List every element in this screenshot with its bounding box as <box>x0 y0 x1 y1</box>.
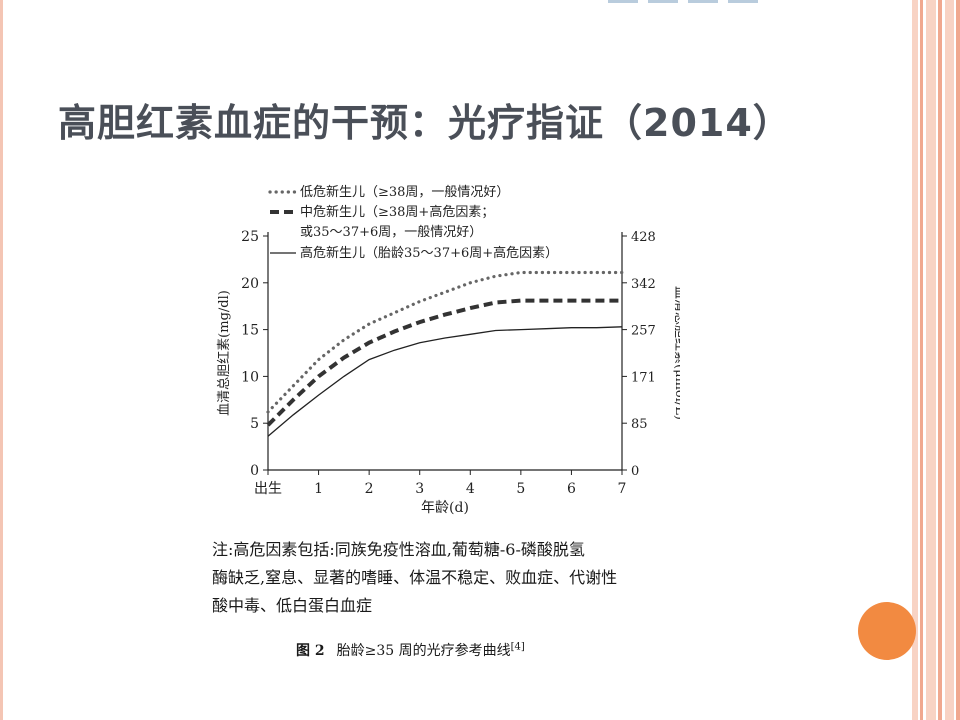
x-tick-label: 2 <box>365 481 374 497</box>
y-axis-label-right: 血清总胆红素(μmol/L) <box>672 286 680 420</box>
figure-number: 图 2 <box>296 643 325 659</box>
series-line-dashed <box>266 298 622 427</box>
accent-circle <box>858 602 916 660</box>
x-tick-label: 4 <box>466 481 475 497</box>
figure-caption-text: 胎龄≥35 周的光疗参考曲线 <box>336 643 511 659</box>
legend-label: 或35～37+6周，一般情况好） <box>300 224 482 240</box>
note-line: 酶缺乏,窒息、显著的嗜睡、体温不稳定、败血症、代谢性 <box>212 568 618 587</box>
left-border-rule <box>0 0 3 720</box>
y-right-tick-label: 85 <box>631 417 648 432</box>
y-right-tick-label: 428 <box>631 230 656 245</box>
legend-label: 中危新生儿（≥38周+高危因素； <box>300 204 494 220</box>
x-tick-label: 6 <box>567 481 576 497</box>
note-line: 注:高危因素包括:同族免疫性溶血,葡萄糖-6-磷酸脱氢 <box>212 540 585 559</box>
y-tick-label: 5 <box>250 416 259 432</box>
x-tick-label: 1 <box>314 481 323 497</box>
x-tick-label: 7 <box>618 481 627 497</box>
y-axis-label-left: 血清总胆红素(mg/dl) <box>216 290 232 416</box>
x-tick-label: 5 <box>516 481 525 497</box>
x-tick-label: 出生 <box>254 481 282 497</box>
legend-label: 高危新生儿（胎龄35～37+6周+高危因素） <box>300 245 558 261</box>
y-tick-label: 10 <box>241 369 259 385</box>
y-tick-label: 0 <box>250 463 259 479</box>
series-line-dotted <box>266 270 624 414</box>
y-tick-label: 20 <box>241 276 259 292</box>
note-line: 酸中毒、低白蛋白血症 <box>212 596 373 615</box>
right-stripes-decoration <box>912 0 960 720</box>
phototherapy-chart: 0 0 5 85 10 171 15 257 20 342 25 428 出生 1 2 3 4 5 6 7 年龄(d) 血… <box>216 184 680 516</box>
figure-caption: 图 2 胎龄≥35 周的光疗参考曲线[4] <box>296 640 525 660</box>
y-tick-label: 15 <box>241 323 259 339</box>
figure-note: 注:高危因素包括:同族免疫性溶血,葡萄糖-6-磷酸脱氢 酶缺乏,窒息、显著的嗜睡… <box>212 536 682 620</box>
legend-label: 低危新生儿（≥38周，一般情况好） <box>300 184 509 200</box>
top-decoration <box>608 0 758 4</box>
figure-reference: [4] <box>510 641 525 653</box>
y-right-tick-label: 257 <box>631 324 656 339</box>
y-right-tick-label: 342 <box>631 277 656 292</box>
figure: 0 0 5 85 10 171 15 257 20 342 25 428 出生 1 2 3 4 5 6 7 年龄(d) 血… <box>200 180 680 670</box>
x-axis-label: 年龄(d) <box>421 500 469 516</box>
slide-title: 高胆红素血症的干预：光疗指证（2014） <box>58 101 792 145</box>
x-tick-label: 3 <box>415 481 424 497</box>
y-tick-label: 25 <box>241 229 259 245</box>
y-right-tick-label: 171 <box>631 370 656 385</box>
series-line-solid <box>267 326 623 437</box>
y-right-tick-label: 0 <box>631 464 639 479</box>
